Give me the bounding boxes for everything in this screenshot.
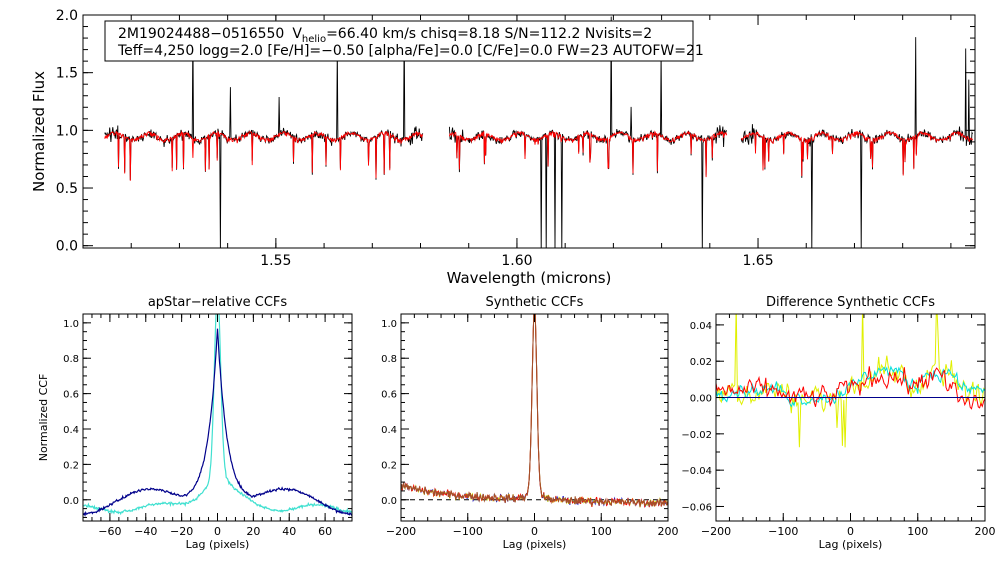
spectrum-model-line (104, 130, 974, 181)
synthetic-xtick-label: −200 (386, 525, 416, 538)
difference-axes-frame (715, 313, 986, 522)
apstar-xtick-label: 40 (282, 525, 296, 538)
difference-ytick-label: −0.06 (681, 502, 712, 513)
difference-ytick-label: 0.00 (690, 394, 712, 405)
annotation-v-rest: =66.40 km/s chisq=8.18 S/N=112.2 Nvisits… (326, 26, 652, 42)
spectrum-xtick-label: 1.65 (742, 253, 773, 269)
spectrum-ytick-label: 2.0 (56, 8, 78, 24)
difference-xtick-label: −100 (768, 525, 798, 538)
synthetic-combined-line (401, 314, 668, 508)
apstar-xtick-label: 60 (318, 525, 332, 538)
difference-ytick-label: −0.04 (681, 466, 712, 477)
synthetic-xlabel: Lag (pixels) (503, 538, 567, 551)
spectrum-ylabel: Normalized Flux (30, 71, 48, 192)
difference-xtick-label: 100 (907, 525, 928, 538)
apstar-panel: −60 −40 −20 0 20 40 60 0.0 0.2 0.4 0.6 0.8 1.0 apStar… (37, 295, 353, 551)
synthetic-visit2-line (401, 314, 668, 508)
synthetic-ytick-label: 0.0 (381, 496, 397, 507)
apstar-visit1-line (83, 328, 352, 517)
apstar-title: apStar−relative CCFs (148, 295, 288, 310)
apstar-ytick-label: 1.0 (63, 319, 79, 330)
annotation-v-sub: helio (302, 34, 326, 45)
spectrum-ytick-label: 1.0 (56, 123, 78, 139)
apstar-xtick-label: −20 (170, 525, 193, 538)
synthetic-panel: −200 −100 0 100 200 0.0 0.2 0.4 0.6 0.8 1.0 Synthet… (381, 295, 678, 551)
apstar-ytick-label: 0.2 (63, 460, 79, 471)
spectrum-plot-area (104, 16, 974, 248)
synthetic-ytick-label: 0.4 (381, 425, 397, 436)
synthetic-axes-frame (400, 313, 669, 522)
synthetic-xtick-label: 0 (531, 525, 538, 538)
difference-ytick-label: 0.02 (690, 357, 712, 368)
spectrum-xtick-label: 1.60 (501, 253, 532, 269)
synthetic-xtick-label: 100 (591, 525, 612, 538)
annotation-line-2: Teff=4,250 logg=2.0 [Fe/H]=−0.50 [alpha/… (117, 43, 704, 59)
synthetic-ytick-label: 1.0 (381, 319, 397, 330)
synthetic-ytick-label: 0.2 (381, 460, 397, 471)
difference-xtick-label: 200 (975, 525, 996, 538)
apstar-plot-area (83, 314, 352, 517)
synthetic-ytick-label: 0.8 (381, 354, 397, 365)
spectrum-xtick-label: 1.55 (260, 253, 291, 269)
difference-visit3-line (716, 366, 985, 410)
apstar-ytick-label: 0.8 (63, 354, 79, 365)
synthetic-visit3-line (401, 314, 668, 509)
spectrum-panel: 1.55 1.60 1.65 0.0 0.5 1.0 1.5 2.0 Wavelength (m… (30, 8, 976, 287)
apstar-xtick-label: 20 (246, 525, 260, 538)
apstar-visit2-line (83, 314, 352, 516)
apstar-xtick-label: 0 (214, 525, 221, 538)
apstar-ytick-label: 0.6 (63, 390, 79, 401)
annotation-line-1: 2M19024488−0516550 Vhelio=66.40 km/s chis… (118, 26, 652, 45)
synthetic-title: Synthetic CCFs (486, 295, 584, 310)
synthetic-visit1-line (401, 314, 668, 508)
difference-ytick-label: 0.04 (690, 321, 712, 332)
synthetic-ytick-label: 0.6 (381, 390, 397, 401)
difference-plot-area (716, 314, 985, 448)
difference-title: Difference Synthetic CCFs (766, 295, 935, 310)
spectrum-ytick-label: 0.5 (56, 181, 78, 197)
synthetic-plot-area (401, 314, 668, 509)
apstar-ytick-label: 0.4 (63, 425, 79, 436)
difference-xtick-label: −200 (701, 525, 731, 538)
apstar-axes-frame (82, 313, 353, 522)
apstar-ylabel: Normalized CCF (37, 374, 50, 462)
spectrum-axes-frame (82, 14, 976, 249)
spectrum-xlabel: Wavelength (microns) (447, 269, 612, 287)
synthetic-xtick-label: −100 (453, 525, 483, 538)
difference-xlabel: Lag (pixels) (819, 538, 883, 551)
apstar-xtick-label: −60 (98, 525, 121, 538)
annotation-v-prefix: V (292, 26, 302, 42)
apstar-xtick-label: −40 (134, 525, 157, 538)
difference-xtick-label: 0 (847, 525, 854, 538)
apstar-ytick-label: 0.0 (63, 496, 79, 507)
apstar-xlabel: Lag (pixels) (186, 538, 250, 551)
difference-ytick-label: −0.02 (681, 430, 712, 441)
difference-panel: −200 −100 0 100 200 −0.06 −0.04 −0.02 0.00 0.02 0.… (681, 295, 995, 551)
annotation-star: 2M19024488−0516550 (118, 26, 284, 42)
spectrum-ytick-label: 0.0 (56, 239, 78, 255)
annotation-box (104, 20, 694, 62)
synthetic-xtick-label: 200 (658, 525, 679, 538)
spectrum-ytick-label: 1.5 (56, 66, 78, 82)
